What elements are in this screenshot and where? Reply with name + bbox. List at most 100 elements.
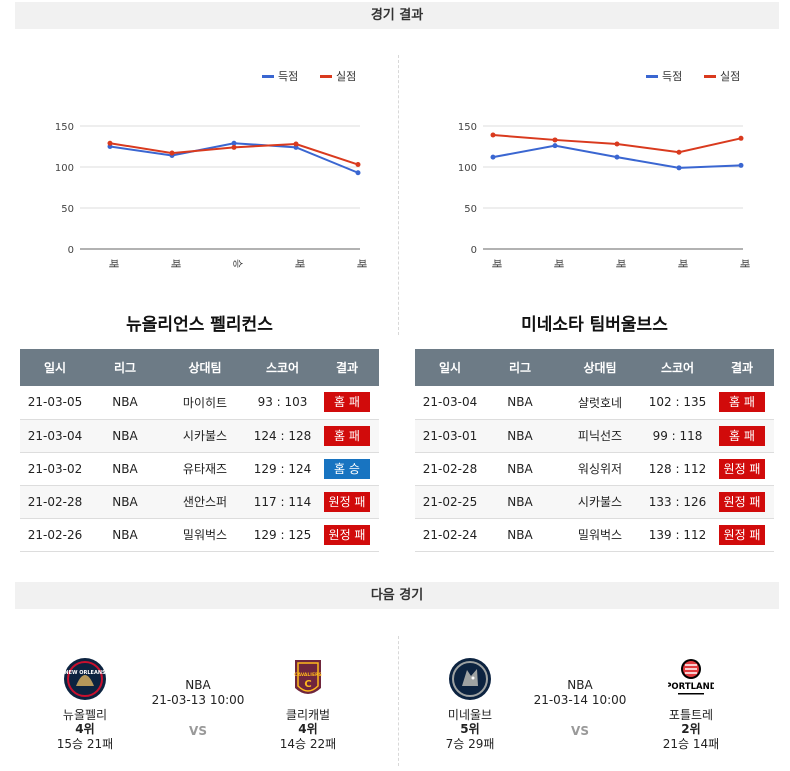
- match-league: NBA: [485, 485, 555, 519]
- data-point: [231, 140, 237, 146]
- team-record: 14승 22패: [279, 737, 337, 751]
- next-away-team[interactable]: CAVALIERS C 클리캐벌 4위 14승 22패: [263, 656, 353, 751]
- legend-label-scored: 득점: [278, 70, 298, 83]
- team-rank: 5위: [460, 722, 480, 736]
- match-date: 21-03-05: [20, 386, 90, 420]
- result-badge: 홈 패: [324, 392, 370, 413]
- y-tick-label: 0: [68, 245, 74, 256]
- table-row: 21-02-26 NBA 밀워벅스 129 : 125 원정 패: [20, 518, 379, 552]
- data-point: [231, 144, 237, 150]
- data-point: [738, 162, 744, 168]
- match-info: NBA 21-03-14 10:00: [530, 678, 630, 708]
- match-time: 21-03-13 10:00: [151, 693, 245, 707]
- y-tick-label: 50: [61, 204, 74, 215]
- opponent-name: 밀워벅스: [555, 518, 645, 552]
- match-league: NBA: [485, 518, 555, 552]
- match-league: NBA: [90, 452, 160, 486]
- data-point: [355, 170, 361, 176]
- result-cell: 원정 패: [710, 518, 774, 552]
- table-row: 21-03-01 NBA 피닉선즈 99 : 118 홈 패: [415, 419, 774, 453]
- result-cell: 원정 패: [315, 518, 379, 552]
- table-row: 21-02-25 NBA 시카불스 133 : 126 원정 패: [415, 485, 774, 519]
- trailblazers-logo-icon: PORTLAND: [668, 659, 714, 695]
- pelicans-logo-icon: NEW ORLEANS: [64, 658, 106, 700]
- match-date: 21-02-26: [20, 518, 90, 552]
- table-row: 21-03-04 NBA 샬럿호네 102 : 135 홈 패: [415, 386, 774, 420]
- team-title-right: 미네소타 팀버울브스: [521, 315, 668, 335]
- data-point: [552, 137, 558, 143]
- line-chart: 득점 실점 0 50 100 150 패 패 패 패 패: [458, 70, 750, 268]
- result-cell: 홈 패: [710, 419, 774, 453]
- match-league: NBA: [90, 419, 160, 453]
- y-tick-label: 100: [55, 163, 74, 174]
- score-chart-right: 득점 실점 0 50 100 150 패 패 패 패 패: [398, 55, 790, 275]
- table-row: 21-03-02 NBA 유타재즈 129 : 124 홈 승: [20, 452, 379, 486]
- team-rank: 2위: [681, 722, 701, 736]
- result-badge: 홈 승: [324, 458, 370, 479]
- result-cell: 홈 패: [710, 386, 774, 420]
- result-badge: 홈 패: [324, 425, 370, 446]
- match-league: NBA: [485, 386, 555, 420]
- x-tick-label: 패: [676, 259, 688, 268]
- match-date: 21-02-28: [20, 485, 90, 519]
- svg-text:NEW ORLEANS: NEW ORLEANS: [64, 670, 106, 676]
- team-name: 클리캐벌: [285, 708, 331, 722]
- col-opponent: 상대팀: [555, 349, 645, 386]
- legend-label-scored: 득점: [662, 70, 682, 83]
- x-tick-label: 패: [107, 259, 119, 268]
- match-date: 21-02-24: [415, 518, 485, 552]
- result-badge: 원정 패: [719, 458, 765, 479]
- svg-text:CAVALIERS: CAVALIERS: [294, 672, 321, 678]
- result-cell: 홈 패: [315, 386, 379, 420]
- opponent-name: 시카불스: [160, 419, 250, 453]
- legend-swatch-scored: [646, 75, 658, 78]
- next-home-team[interactable]: 미네울브 5위 7승 29패: [425, 656, 515, 751]
- y-tick-label: 50: [464, 204, 477, 215]
- opponent-name: 밀워벅스: [160, 518, 250, 552]
- x-tick-label: 패: [490, 259, 502, 268]
- col-result: 결과: [710, 349, 774, 386]
- opponent-name: 샌안스퍼: [160, 485, 250, 519]
- data-point: [552, 143, 558, 149]
- match-score: 129 : 124: [250, 452, 315, 486]
- team-rank: 4위: [75, 722, 95, 736]
- next-home-team[interactable]: NEW ORLEANS 뉴올펠리 4위 15승 21패: [40, 656, 130, 751]
- team-name: 미네울브: [447, 708, 493, 722]
- y-tick-label: 150: [458, 122, 477, 133]
- data-point: [676, 149, 682, 155]
- col-opponent: 상대팀: [160, 349, 250, 386]
- match-score: 128 : 112: [645, 452, 710, 486]
- table-row: 21-02-24 NBA 밀워벅스 139 : 112 원정 패: [415, 518, 774, 552]
- match-league: NBA: [485, 419, 555, 453]
- result-cell: 원정 패: [315, 485, 379, 519]
- data-point: [490, 154, 496, 160]
- match-info: NBA 21-03-13 10:00: [148, 678, 248, 708]
- next-away-team[interactable]: PORTLAND 포틀트레 2위 21승 14패: [646, 656, 736, 751]
- result-badge: 원정 패: [324, 524, 370, 545]
- result-badge: 원정 패: [719, 491, 765, 512]
- table-row: 21-03-04 NBA 시카불스 124 : 128 홈 패: [20, 419, 379, 453]
- result-badge: 홈 패: [719, 425, 765, 446]
- result-cell: 원정 패: [710, 452, 774, 486]
- col-score: 스코어: [645, 349, 710, 386]
- match-league: NBA: [567, 678, 593, 692]
- data-point: [490, 132, 496, 138]
- match-league: NBA: [90, 386, 160, 420]
- table-row: 21-02-28 NBA 샌안스퍼 117 : 114 원정 패: [20, 485, 379, 519]
- match-score: 124 : 128: [250, 419, 315, 453]
- col-date: 일시: [415, 349, 485, 386]
- divider: [398, 636, 399, 766]
- opponent-name: 유타재즈: [160, 452, 250, 486]
- team-record: 7승 29패: [445, 737, 495, 751]
- x-tick-label: 패: [614, 259, 626, 268]
- team-name: 뉴올펠리: [62, 708, 108, 722]
- match-league: NBA: [90, 485, 160, 519]
- svg-text:C: C: [304, 679, 311, 690]
- match-league: NBA: [485, 452, 555, 486]
- data-point: [293, 141, 299, 147]
- match-score: 139 : 112: [645, 518, 710, 552]
- col-result: 결과: [315, 349, 379, 386]
- line-chart: 득점 실점 0 50 100 150 패 패 승 패 패: [55, 70, 367, 268]
- match-date: 21-03-01: [415, 419, 485, 453]
- legend-swatch-conceded: [320, 75, 332, 78]
